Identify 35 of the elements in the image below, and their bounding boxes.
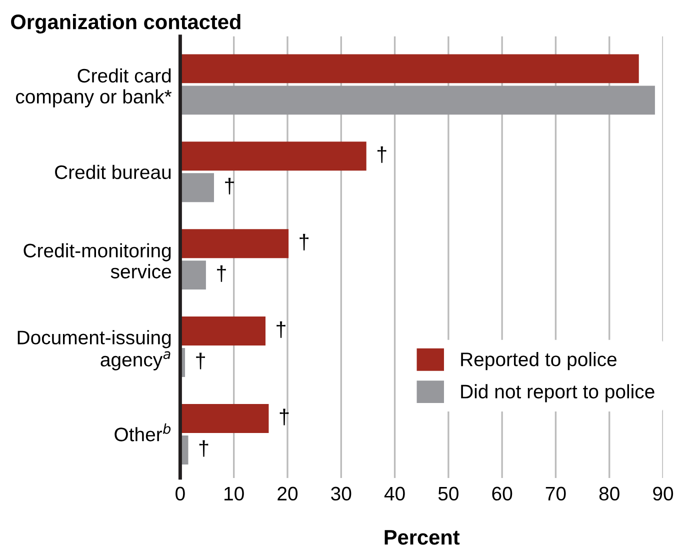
x-tick-label: 20 (278, 486, 298, 501)
bar (180, 404, 269, 433)
data-label: † (300, 234, 308, 250)
bar (180, 54, 639, 84)
x-tick-label: 10 (224, 486, 244, 501)
y-tick-label: Credit-monitoring service (24, 243, 172, 278)
y-tick-label: Document-issuing agency$^{a}$ (18, 330, 171, 370)
y-tick-label: Credit card company or bank* (16, 68, 172, 108)
x-axis-title: Percent (384, 530, 460, 545)
legend-label: Did not report to police (461, 384, 654, 402)
x-tick-label: 50 (438, 486, 458, 501)
y-tick-label: Other$^{b}$ (114, 423, 171, 442)
x-tick-label: 30 (331, 486, 352, 501)
x-tick-label: 80 (599, 486, 620, 501)
y-tick-label: Credit bureau (55, 164, 171, 180)
bar (180, 173, 214, 202)
bar (180, 260, 206, 290)
data-label: † (225, 178, 234, 194)
bar (180, 86, 655, 115)
legend-label: Reported to police (461, 352, 616, 370)
bar (180, 229, 289, 258)
data-label: † (217, 265, 226, 282)
data-label: † (196, 352, 205, 370)
y-axis-title: Organization contacted (11, 14, 240, 34)
x-tick-label: 90 (653, 486, 674, 501)
x-tick-label: 40 (384, 486, 405, 501)
data-label: † (280, 408, 289, 426)
x-tick-label: 70 (546, 486, 566, 501)
x-tick-label: 60 (492, 486, 512, 501)
bar (180, 142, 366, 171)
x-tick-label: 0 (176, 486, 185, 501)
data-label: † (276, 321, 286, 338)
bar (180, 316, 266, 346)
data-label: † (199, 440, 208, 457)
data-label: † (377, 146, 386, 163)
